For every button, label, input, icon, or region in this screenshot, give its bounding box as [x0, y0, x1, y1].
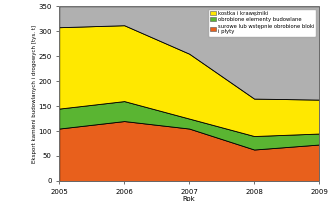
Legend: kostka i krawężniki, obrobione elementy budowlane, surowe lub wstępnie obrobione: kostka i krawężniki, obrobione elementy …: [208, 9, 316, 37]
X-axis label: Rok: Rok: [183, 196, 195, 202]
Y-axis label: Eksport kamieni budowlanych i drogowych [tys. t]: Eksport kamieni budowlanych i drogowych …: [32, 25, 37, 163]
